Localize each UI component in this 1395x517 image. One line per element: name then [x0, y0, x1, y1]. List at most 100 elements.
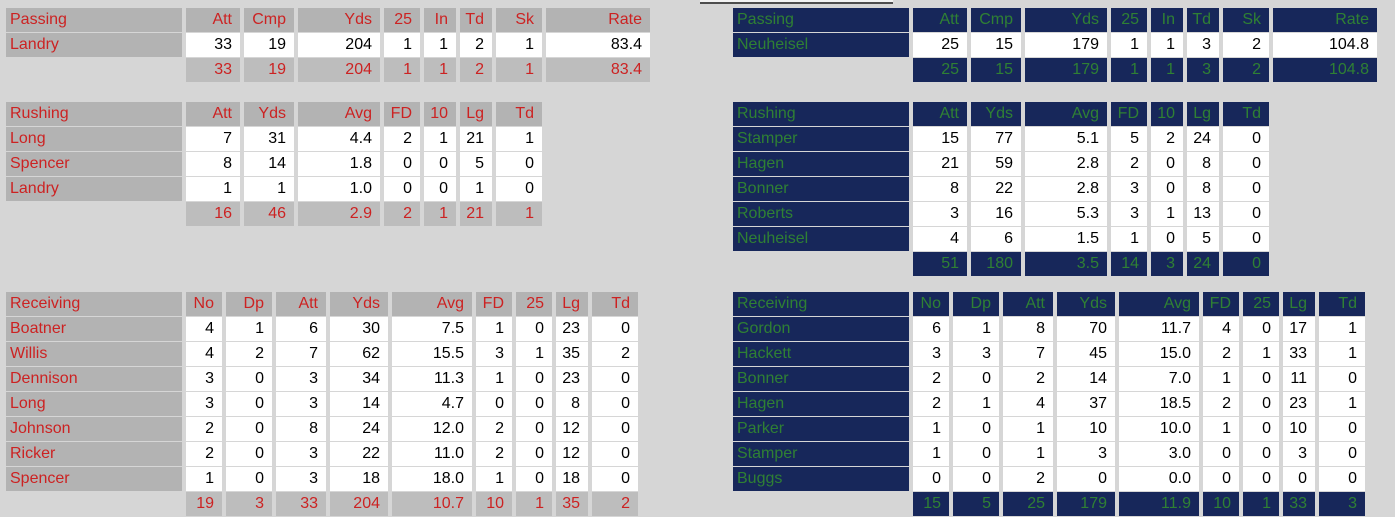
column-header-cell: Yds [1057, 292, 1115, 316]
totals-cell: 2 [460, 58, 492, 82]
stat-value-cell: 1 [1203, 417, 1239, 441]
totals-cell: 33 [1283, 492, 1315, 516]
player-name-cell: Boatner [6, 317, 182, 341]
stat-value-cell: 24 [1187, 127, 1219, 151]
stat-value-cell: 45 [1057, 342, 1115, 366]
stat-value-cell: 1 [913, 442, 949, 466]
stat-value-cell: 0 [592, 392, 638, 416]
totals-cell: 1 [424, 202, 456, 226]
stat-value-cell: 33 [1283, 342, 1315, 366]
stat-value-cell: 18 [330, 467, 388, 491]
column-header-cell: Td [496, 102, 542, 126]
stat-header-row: Receiving No Dp Att Yds Avg FD 25 Lg Td [6, 292, 642, 316]
totals-cell: 15 [913, 492, 949, 516]
player-name-cell: Hackett [733, 342, 909, 366]
totals-cell: 0 [1223, 252, 1269, 276]
column-header-cell: Lg [1283, 292, 1315, 316]
stat-value-cell: 0 [226, 392, 272, 416]
stat-value-cell: 3 [1283, 442, 1315, 466]
stat-value-cell: 12 [556, 417, 588, 441]
column-header-cell: Avg [298, 102, 380, 126]
stat-value-cell: 8 [556, 392, 588, 416]
stat-value-cell: 0 [1151, 152, 1183, 176]
stat-value-cell: 4 [1003, 392, 1053, 416]
stat-value-cell: 0 [516, 442, 552, 466]
stat-value-cell: 0 [1151, 177, 1183, 201]
player-name-cell: Buggs [733, 467, 909, 491]
stat-value-cell: 1 [1151, 202, 1183, 226]
stat-value-cell: 0 [516, 367, 552, 391]
stat-value-cell: 1 [1003, 417, 1053, 441]
stat-value-cell: 2 [1003, 467, 1053, 491]
stat-value-cell: 2.8 [1025, 152, 1107, 176]
totals-cell: 1 [1151, 58, 1183, 82]
totals-cell: 19 [186, 492, 222, 516]
player-row: Ricker 2 0 3 22 11.0 2 0 12 0 [6, 442, 642, 466]
column-header-cell: FD [384, 102, 420, 126]
stat-value-cell: 0 [1223, 177, 1269, 201]
stat-value-cell: 3 [186, 392, 222, 416]
column-header-cell: Yds [1025, 8, 1107, 32]
stat-value-cell: 4.4 [298, 127, 380, 151]
stat-value-cell: 5 [1111, 127, 1147, 151]
table-title-cell: Receiving [6, 292, 182, 316]
totals-cell: 35 [556, 492, 588, 516]
player-row: Boatner 4 1 6 30 7.5 1 0 23 0 [6, 317, 642, 341]
stat-value-cell: 31 [244, 127, 294, 151]
column-header-cell: In [424, 8, 456, 32]
stat-value-cell: 3 [1111, 177, 1147, 201]
rushing-table-right: Rushing Att Yds Avg FD 10 Lg Td Stamper 15 77 5.1 5 2… [733, 102, 1273, 277]
player-name-cell: Bonner [733, 177, 909, 201]
player-name-cell: Parker [733, 417, 909, 441]
totals-row: 51 180 3.5 14 3 24 0 [733, 252, 1273, 276]
column-header-cell: Sk [496, 8, 542, 32]
stat-value-cell: 0 [516, 467, 552, 491]
player-row: Neuheisel 4 6 1.5 1 0 5 0 [733, 227, 1273, 251]
stat-value-cell: 2 [460, 33, 492, 57]
stat-value-cell: 37 [1057, 392, 1115, 416]
totals-row: 25 15 179 1 1 3 2 104.8 [733, 58, 1381, 82]
stat-value-cell: 1 [1319, 317, 1365, 341]
stat-value-cell: 7 [1003, 342, 1053, 366]
stat-value-cell: 2 [1203, 342, 1239, 366]
stat-value-cell: 8 [276, 417, 326, 441]
stat-value-cell: 104.8 [1273, 33, 1377, 57]
stat-value-cell: 1 [1003, 442, 1053, 466]
column-header-cell: Yds [244, 102, 294, 126]
stat-value-cell: 25 [913, 33, 967, 57]
stat-value-cell: 1 [1151, 33, 1183, 57]
totals-cell: 2.9 [298, 202, 380, 226]
column-header-cell: Dp [226, 292, 272, 316]
stat-value-cell: 1 [913, 417, 949, 441]
stat-value-cell: 0 [516, 417, 552, 441]
stat-value-cell: 10 [1283, 417, 1315, 441]
column-header-cell: FD [1203, 292, 1239, 316]
player-name-cell: Hagen [733, 392, 909, 416]
column-header-cell: Sk [1223, 8, 1269, 32]
stat-value-cell: 0 [476, 392, 512, 416]
totals-row: 19 3 33 204 10.7 10 1 35 2 [6, 492, 642, 516]
totals-cell: 3 [1151, 252, 1183, 276]
stat-value-cell: 23 [556, 367, 588, 391]
column-header-cell: Avg [1119, 292, 1199, 316]
stat-header-row: Passing Att Cmp Yds 25 In Td Sk Rate [6, 8, 654, 32]
stat-value-cell: 2 [1223, 33, 1269, 57]
stat-value-cell: 0 [1243, 317, 1279, 341]
player-row: Spencer 8 14 1.8 0 0 5 0 [6, 152, 546, 176]
totals-cell: 104.8 [1273, 58, 1377, 82]
stat-value-cell: 204 [298, 33, 380, 57]
table-title-cell: Rushing [733, 102, 909, 126]
stat-value-cell: 1 [496, 127, 542, 151]
player-name-cell: Bonner [733, 367, 909, 391]
stat-value-cell: 0 [913, 467, 949, 491]
player-row: Long 7 31 4.4 2 1 21 1 [6, 127, 546, 151]
totals-cell: 19 [244, 58, 294, 82]
player-row: Dennison 3 0 3 34 11.3 1 0 23 0 [6, 367, 642, 391]
totals-cell: 2 [384, 202, 420, 226]
stat-value-cell: 0 [592, 317, 638, 341]
column-header-cell: 25 [1111, 8, 1147, 32]
rushing-table-left: Rushing Att Yds Avg FD 10 Lg Td Long 7 31 4.4 2 1 21 1 S… [6, 102, 546, 227]
passing-table-left: Passing Att Cmp Yds 25 In Td Sk Rate Landry 33 19 20… [6, 8, 654, 83]
stat-value-cell: 0 [953, 367, 999, 391]
stat-value-cell: 1 [1243, 342, 1279, 366]
